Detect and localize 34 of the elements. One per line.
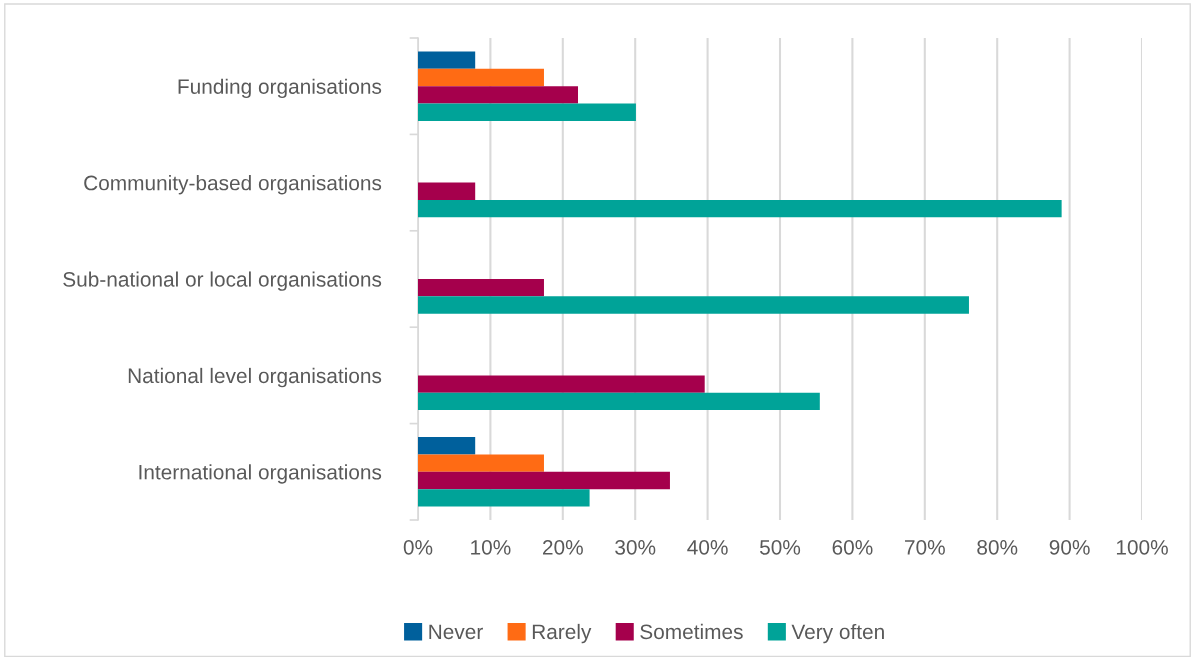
bar [418,103,636,121]
legend-label: Very often [791,623,884,644]
x-tick-label: 0% [403,539,433,555]
x-tick-label: 70% [905,539,945,555]
x-tick-label: 90% [1049,539,1090,555]
x-tick-label: 80% [977,539,1018,555]
x-tick-label: 10% [471,539,511,555]
bar [418,471,670,490]
x-tick-label: 60% [832,539,873,555]
x-tick-label: 100% [1116,539,1168,555]
y-tick-label: International organisations [139,464,382,484]
x-tick-label: 20% [543,539,583,555]
bar [418,86,578,104]
bar [418,375,705,393]
y-tick-label: Sub-national or local organisations [63,271,382,291]
y-tick-label: National level organisations [128,367,382,388]
bar [418,296,969,314]
bar [418,51,476,69]
x-tick-label: 50% [759,539,801,555]
y-tick-label: Funding organisations [178,78,382,99]
x-tick-label: 30% [615,539,656,555]
legend-label: Rarely [532,623,592,644]
x-tick-label: 40% [687,539,728,555]
legend-label: Never [429,624,483,640]
bar [418,182,476,200]
bar [418,392,820,411]
bar [418,279,544,297]
bar [418,437,476,455]
bar [418,199,1062,218]
bar [418,489,590,507]
y-tick-label: Community-based organisations [84,175,382,195]
legend-label: Sometimes [640,623,743,640]
bar [418,68,544,87]
bar [418,454,544,472]
